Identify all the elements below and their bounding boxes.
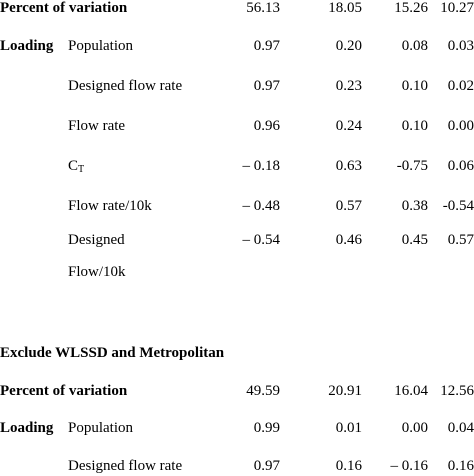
loading-row: Flow rate/10k – 0.48 0.57 0.38 -0.54 — [0, 196, 474, 216]
percent-value-1: 49.59 — [246, 383, 280, 399]
loading-value: 0.57 — [447, 232, 474, 248]
loading-value: 0.00 — [401, 420, 428, 436]
loading-value: 0.96 — [253, 118, 280, 134]
loading-row: Loading Population 0.97 0.20 0.08 0.03 — [0, 36, 474, 56]
loading-value: 0.08 — [401, 38, 428, 54]
loading-value: 0.45 — [401, 232, 428, 248]
loading-value: 0.57 — [335, 198, 362, 214]
loading-value: 0.10 — [401, 118, 428, 134]
percent-value-2: 18.05 — [328, 0, 362, 16]
loading-value: 0.97 — [253, 78, 280, 94]
loading-row: Flow rate 0.96 0.24 0.10 0.00 — [0, 116, 474, 136]
percent-variation-label: Percent of variation — [0, 383, 128, 399]
loading-value: 0.38 — [401, 198, 428, 214]
loading-value: 0.97 — [253, 458, 280, 474]
loading-value: -0.54 — [442, 198, 474, 214]
loading-row: Designed flow rate 0.97 0.16 – 0.16 0.16 — [0, 456, 474, 476]
loading-row: Loading Population 0.99 0.01 0.00 0.04 — [0, 418, 474, 438]
loading-row: Designed – 0.54 0.46 0.45 0.57 — [0, 230, 474, 250]
loading-value: 0.46 — [335, 232, 362, 248]
percent-value-1: 56.13 — [246, 0, 280, 16]
percent-value-4: 10.27 — [440, 0, 474, 16]
loading-value: 0.06 — [447, 158, 474, 174]
loading-value: 0.24 — [335, 118, 362, 134]
loading-row: CT – 0.18 0.63 -0.75 0.06 — [0, 156, 474, 176]
row-label: Designed flow rate — [68, 458, 183, 474]
loading-value: 0.99 — [253, 420, 280, 436]
row-label: Designed flow rate — [68, 78, 183, 94]
loading-row-continuation: Flow/10k — [0, 262, 474, 282]
row-label-ct: CT — [68, 156, 84, 180]
row-label: Population — [68, 420, 134, 436]
loading-value: -0.75 — [396, 158, 428, 174]
row-label-main: C — [68, 158, 79, 174]
loading-value: – 0.48 — [242, 198, 281, 214]
loading-value: – 0.54 — [242, 232, 281, 248]
row-label: Flow rate/10k — [68, 198, 152, 214]
percent-value-2: 20.91 — [328, 383, 362, 399]
loading-label: Loading — [0, 420, 54, 436]
row-label-subscript: T — [78, 164, 85, 175]
section-title-text: Exclude WLSSD and Metropolitan — [0, 345, 225, 361]
loading-row: Designed flow rate 0.97 0.23 0.10 0.02 — [0, 76, 474, 96]
loading-value: 0.23 — [335, 78, 362, 94]
loading-value: – 0.18 — [242, 158, 281, 174]
loading-value: 0.16 — [447, 458, 474, 474]
row-label: Population — [68, 38, 134, 54]
loading-value: – 0.16 — [390, 458, 429, 474]
loading-value: 0.02 — [447, 78, 474, 94]
percent-value-3: 15.26 — [394, 0, 428, 16]
loading-value: 0.03 — [447, 38, 474, 54]
row-label: Flow rate — [68, 118, 126, 134]
row-label: Designed — [68, 232, 125, 248]
loading-value: 0.01 — [335, 420, 362, 436]
loading-value: 0.10 — [401, 78, 428, 94]
loading-value: 0.04 — [447, 420, 474, 436]
percent-variation-row: Percent of variation 49.59 20.91 16.04 1… — [0, 381, 474, 401]
percent-value-3: 16.04 — [394, 383, 428, 399]
percent-variation-label: Percent of variation — [0, 0, 128, 16]
loading-value: 0.00 — [447, 118, 474, 134]
percent-variation-row: Percent of variation 56.13 18.05 15.26 1… — [0, 0, 474, 18]
section-title: Exclude WLSSD and Metropolitan — [0, 343, 474, 363]
loading-value: 0.16 — [335, 458, 362, 474]
percent-value-4: 12.56 — [440, 383, 474, 399]
loading-value: 0.63 — [335, 158, 362, 174]
row-label-line2: Flow/10k — [68, 264, 126, 280]
loading-value: 0.20 — [335, 38, 362, 54]
loading-label: Loading — [0, 38, 54, 54]
loading-value: 0.97 — [253, 38, 280, 54]
